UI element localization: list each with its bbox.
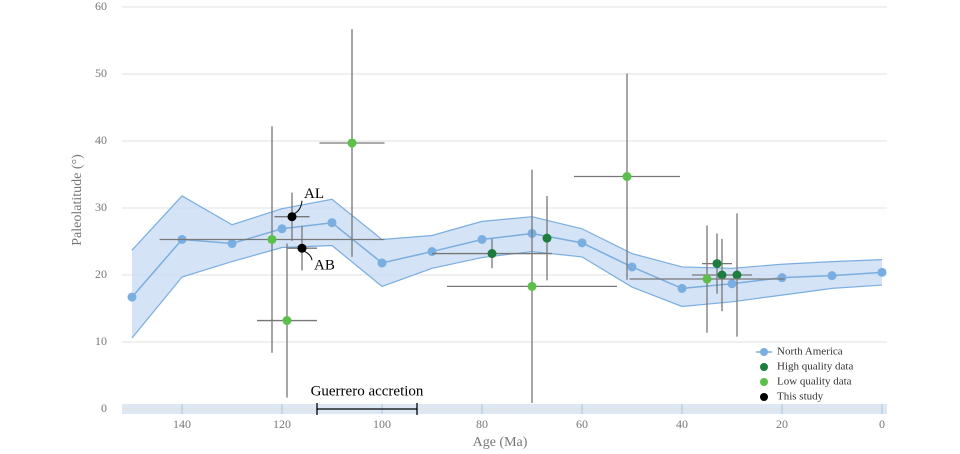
point-label: AB xyxy=(314,258,335,274)
y-tick-label: 50 xyxy=(95,66,107,80)
legend-label: This study xyxy=(777,391,824,403)
legend-label: High quality data xyxy=(777,361,853,373)
point xyxy=(622,172,632,182)
point xyxy=(297,243,307,253)
y-axis-label: Paleolatitude (°) xyxy=(70,154,85,246)
point xyxy=(327,218,337,228)
point xyxy=(727,279,737,289)
legend-marker xyxy=(760,393,768,401)
point xyxy=(127,292,137,302)
point xyxy=(577,238,587,248)
legend-label: Low quality data xyxy=(777,376,852,388)
legend-marker xyxy=(760,363,768,371)
point xyxy=(877,267,887,277)
y-tick-label: 30 xyxy=(95,200,107,214)
point xyxy=(827,271,837,281)
x-tick-label: 60 xyxy=(576,417,588,431)
y-tick-label: 40 xyxy=(95,133,107,147)
point xyxy=(347,138,357,148)
point xyxy=(477,234,487,244)
point xyxy=(227,239,237,249)
point xyxy=(287,212,297,222)
legend-marker xyxy=(760,348,768,356)
x-tick-label: 40 xyxy=(676,417,688,431)
x-axis-label: Age (Ma) xyxy=(473,435,528,450)
y-tick-label: 20 xyxy=(95,267,107,281)
point xyxy=(777,273,787,283)
label-leader xyxy=(303,250,313,261)
y-tick-label: 10 xyxy=(95,334,107,348)
label-leader xyxy=(293,200,303,215)
point xyxy=(527,281,537,291)
y-tick-label: 60 xyxy=(95,0,107,13)
legend-marker xyxy=(760,378,768,386)
point xyxy=(427,247,437,257)
band-upper xyxy=(131,195,883,269)
line xyxy=(131,221,883,298)
point xyxy=(267,234,277,244)
point-label: AL xyxy=(304,186,324,202)
x-tick-label: 80 xyxy=(476,417,488,431)
x-tick-label: 0 xyxy=(879,417,885,431)
point xyxy=(677,283,687,293)
x-tick-label: 100 xyxy=(373,417,391,431)
x-tick-label: 120 xyxy=(273,417,291,431)
point xyxy=(282,316,292,326)
confidence-band xyxy=(132,195,882,338)
point xyxy=(542,233,552,243)
y-tick-label: 0 xyxy=(101,401,107,415)
band-lower xyxy=(131,244,883,339)
point xyxy=(377,258,387,268)
point xyxy=(712,259,722,269)
x-tick-label: 20 xyxy=(776,417,788,431)
point xyxy=(717,270,727,280)
legend-label: North America xyxy=(777,346,843,358)
point xyxy=(627,262,637,272)
point xyxy=(277,224,287,234)
point xyxy=(487,249,497,259)
point xyxy=(702,274,712,284)
x-tick-label: 140 xyxy=(173,417,191,431)
point xyxy=(732,270,742,280)
annotation: Guerrero accretion xyxy=(311,383,424,399)
